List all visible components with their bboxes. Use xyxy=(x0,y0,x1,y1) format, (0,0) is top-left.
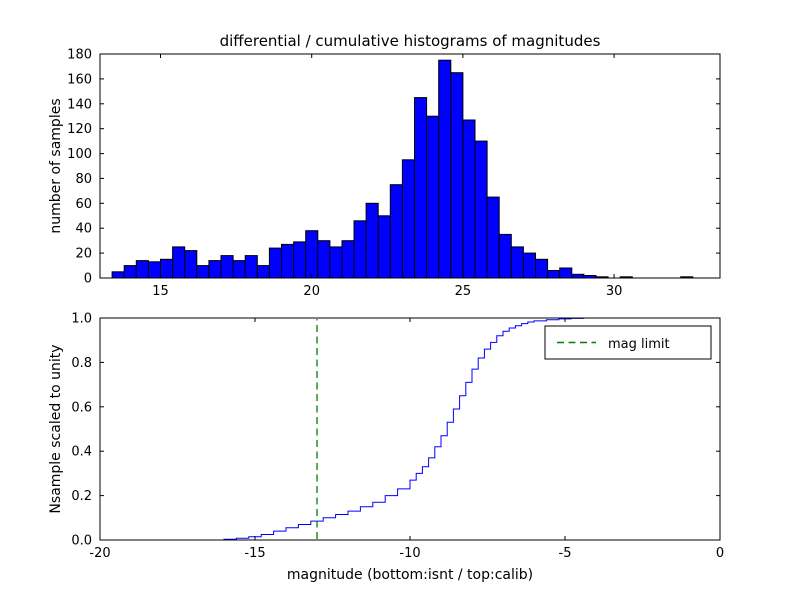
y-tick-label: 40 xyxy=(75,222,92,237)
histogram-bar xyxy=(317,240,331,279)
histogram-bar xyxy=(522,252,537,279)
histogram-bar xyxy=(268,247,282,279)
histogram-bar xyxy=(244,255,258,279)
y-tick-label: 180 xyxy=(67,48,92,63)
histogram-bar xyxy=(401,159,415,279)
histogram-bar xyxy=(450,72,464,279)
histogram-bar xyxy=(281,243,295,279)
top-axes: 15 20 25 30 0 20 40 60 80 100 120 140 160 180 xyxy=(67,48,721,299)
y-tick-label: 100 xyxy=(67,147,92,162)
y-tick-label: 20 xyxy=(75,247,92,262)
histogram-bar xyxy=(365,202,379,279)
xlabel: magnitude (bottom:isnt / top:calib) xyxy=(286,567,534,583)
y-tick-label: 80 xyxy=(75,172,92,187)
y-tick-label: 0 xyxy=(84,272,92,287)
x-tick-label: -10 xyxy=(399,546,420,561)
axes-frame xyxy=(99,53,721,279)
histogram-bar xyxy=(462,119,476,279)
histogram-bar xyxy=(305,230,319,279)
histogram-bar xyxy=(184,250,198,279)
histogram-bar xyxy=(196,265,210,279)
cumulative-histogram xyxy=(100,317,720,541)
differential-histogram xyxy=(111,59,694,279)
histogram-bar xyxy=(135,260,149,279)
bottom-axes: -20 -15 -10 -5 0 0.0 0.2 0.4 0.6 0.8 1.0 xyxy=(71,312,724,562)
histogram-bar xyxy=(172,246,186,279)
y-tick-label: 1.0 xyxy=(71,312,92,327)
histogram-bar xyxy=(498,233,512,279)
x-tick-label: -5 xyxy=(559,546,572,561)
legend-label: mag limit xyxy=(608,337,670,352)
x-tick-label: 20 xyxy=(303,284,320,299)
histogram-bar xyxy=(547,270,561,279)
histogram-bar xyxy=(256,265,270,279)
histogram-bar xyxy=(111,271,125,279)
histogram-bar xyxy=(341,240,355,279)
histogram-bar xyxy=(353,220,367,279)
x-tick-label: 30 xyxy=(606,284,623,299)
x-tick-label: 25 xyxy=(455,284,472,299)
histogram-bar xyxy=(160,258,174,279)
y-tick-label: 0.0 xyxy=(71,534,92,549)
histogram-bar xyxy=(220,255,234,279)
y-tick-label: 0.2 xyxy=(71,489,92,504)
y-tick-label: 0.4 xyxy=(71,445,92,460)
histogram-bar xyxy=(377,215,391,279)
bottom-ylabel: Nsample scaled to unity xyxy=(48,344,64,514)
histogram-bar xyxy=(208,260,222,279)
histogram-bar xyxy=(438,59,452,279)
histogram-bar xyxy=(414,97,428,279)
histogram-bar xyxy=(510,246,524,279)
y-tick-label: 160 xyxy=(67,72,92,87)
histogram-bar xyxy=(329,246,343,279)
cumulative-line xyxy=(100,317,720,541)
top-ylabel: number of samples xyxy=(48,98,64,234)
y-tick-label: 60 xyxy=(75,197,92,212)
histogram-bar xyxy=(426,115,440,279)
histogram-bar xyxy=(486,196,500,279)
histogram-bar xyxy=(571,273,585,279)
histogram-bar xyxy=(123,265,137,279)
y-tick-label: 140 xyxy=(67,97,92,112)
x-tick-label: 0 xyxy=(716,546,724,561)
x-tick-label: -15 xyxy=(244,546,265,561)
x-tick-label: -20 xyxy=(89,546,110,561)
x-tick-label: 15 xyxy=(152,284,169,299)
histogram-bar xyxy=(232,260,246,279)
y-tick-label: 0.8 xyxy=(71,356,92,371)
chart-title: differential / cumulative histograms of … xyxy=(219,32,601,50)
legend: mag limit xyxy=(544,325,712,360)
histogram-bar xyxy=(559,267,573,279)
y-tick-label: 0.6 xyxy=(71,400,92,415)
histogram-bar xyxy=(535,258,549,279)
y-tick-label: 120 xyxy=(67,122,92,137)
histogram-bar xyxy=(293,241,307,279)
histogram-bar xyxy=(474,140,488,279)
histogram-bar xyxy=(147,261,161,279)
histogram-bar xyxy=(389,184,403,279)
